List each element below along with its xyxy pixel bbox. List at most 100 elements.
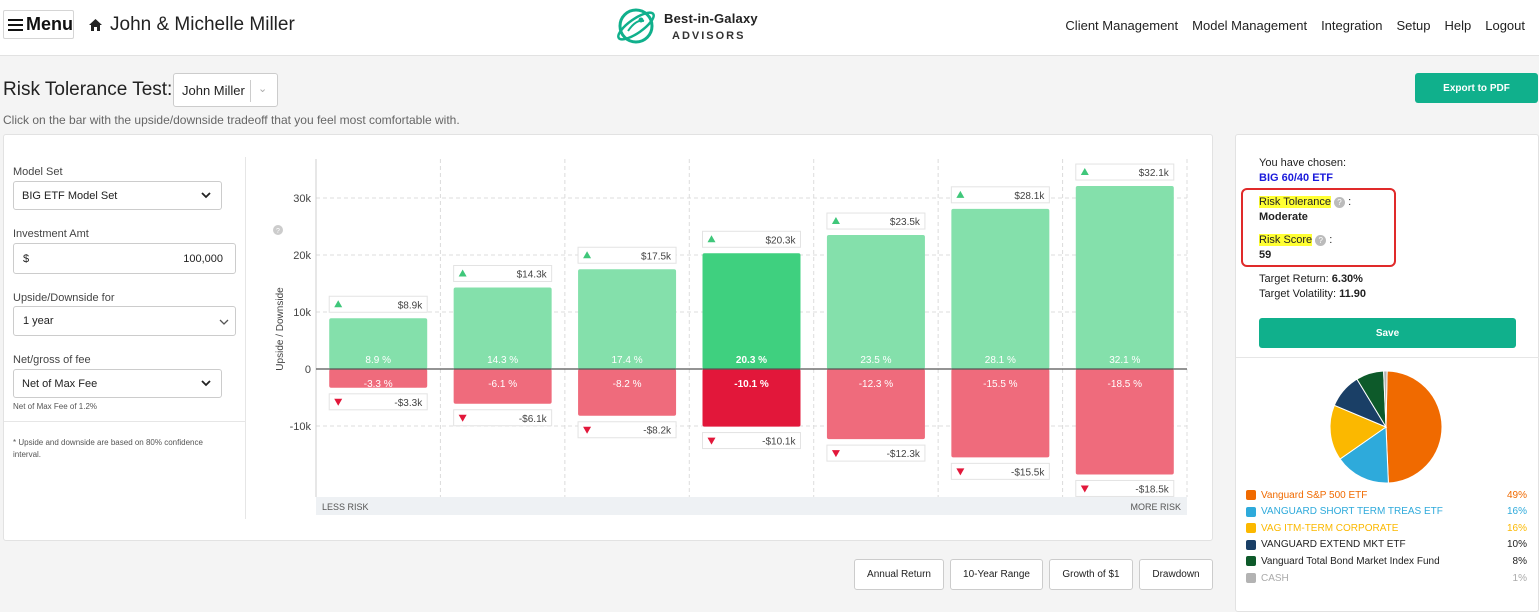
down-triangle-icon [583,426,592,434]
nav-help[interactable]: Help [1444,18,1472,33]
upside-value-label: $23.5k [890,217,921,228]
help-icon[interactable]: ? [1334,196,1346,208]
chevron-down-icon [201,380,211,387]
legend-item[interactable]: VANGUARD EXTEND MKT ETF 10% [1246,538,1527,552]
legend-percent: 49% [1506,489,1527,501]
upside-pct-label: 20.3 % [736,355,767,366]
downside-pct-label: -12.3 % [859,379,894,390]
tab-drawdown[interactable]: Drawdown [1139,559,1213,590]
tab-annual-return[interactable]: Annual Return [854,559,944,590]
downside-label-box [1075,479,1175,497]
legend-item[interactable]: Vanguard S&P 500 ETF 49% [1246,488,1527,502]
legend-label: CASH [1261,572,1289,584]
y-tick-label: 30k [293,193,311,205]
nav-integration[interactable]: Integration [1321,18,1383,33]
client-select[interactable]: John Miller ⌄ [173,73,278,107]
fee-select[interactable]: Net of Max Fee [13,369,222,398]
downside-label-box [950,462,1050,480]
highlight-box [1241,188,1396,267]
upside-bar [1075,186,1174,369]
help-icon[interactable]: ? [1315,234,1327,246]
fee-label: Net/gross of fee [13,354,91,366]
nav-client-management[interactable]: Client Management [1065,18,1179,33]
tab-growth-of-1[interactable]: Growth of $1 [1049,559,1133,590]
down-triangle-icon [707,437,716,445]
nav-logout[interactable]: Logout [1485,18,1525,33]
downside-value-label: -$8.2k [643,426,672,437]
horizon-label: Upside/Downside for [13,292,115,304]
export-pdf-button[interactable]: Export to PDF [1415,73,1538,103]
menu-label: Menu [26,14,73,34]
fee-value: Net of Max Fee [22,377,98,390]
save-button[interactable]: Save [1259,318,1516,348]
upside-pct-label: 23.5 % [860,355,891,366]
summary-panel: You have chosen: BIG 60/40 ETF Risk Tole… [1235,134,1539,612]
upside-label-box [328,295,428,313]
legend-item[interactable]: CASH 1% [1246,571,1527,585]
legend-item[interactable]: VANGUARD SHORT TERM TREAS ETF 16% [1246,505,1527,519]
legend-swatch [1246,556,1256,567]
investment-label: Investment Amt [13,228,89,240]
legend-percent: 1% [1512,572,1527,584]
down-triangle-icon [1080,485,1089,493]
down-triangle-icon [458,414,467,422]
upside-bar [453,287,552,369]
nav-model-management[interactable]: Model Management [1192,18,1308,33]
upside-pct-label: 17.4 % [612,355,643,366]
downside-bar [1075,369,1174,475]
upside-pct-label: 32.1 % [1109,355,1140,366]
model-set-select[interactable]: BIG ETF Model Set [13,181,222,210]
legend-swatch [1246,490,1256,500]
client-name: John & Michelle Miller [110,14,295,35]
divider [1236,357,1539,358]
downside-pct-label: -18.5 % [1108,379,1143,390]
upside-pct-label: 28.1 % [985,355,1016,366]
upside-value-label: $8.9k [398,300,423,311]
pie-slice[interactable] [1329,404,1388,460]
upside-label-box [453,264,553,282]
risk-score-label: Risk Score [1259,234,1313,246]
investment-value: 100,000 [183,252,223,265]
risk-axis-bar [316,497,1187,515]
up-triangle-icon [831,217,840,225]
nav-setup[interactable]: Setup [1396,18,1431,33]
legend-item[interactable]: VAG ITM-TERM CORPORATE 16% [1246,521,1527,535]
model-set-label: Model Set [13,166,63,178]
pie-slice[interactable] [1383,370,1388,428]
risk-score-value: 59 [1259,249,1272,261]
page-title: Risk Tolerance Test: [3,79,173,100]
client-header[interactable]: John & Michelle Miller [88,14,295,36]
model-set-value: BIG ETF Model Set [22,189,118,202]
downside-pct-label: -3.3 % [364,379,393,390]
downside-label-box [702,432,801,450]
legend-percent: 10% [1506,539,1527,551]
legend-label: VANGUARD EXTEND MKT ETF [1261,539,1406,551]
legend-label: VANGUARD SHORT TERM TREAS ETF [1261,506,1443,518]
menu-button[interactable]: Menu [3,10,74,39]
y-tick-label: -10k [290,421,312,433]
horizon-select[interactable]: 1 year [13,306,236,336]
upside-label-box [1075,163,1175,181]
chosen-model-link[interactable]: BIG 60/40 ETF [1259,172,1333,184]
upside-label-box [702,230,801,248]
target-return-value: 6.30% [1331,273,1363,285]
chevron-down-icon [219,319,229,325]
upside-value-label: $32.1k [1139,168,1170,179]
downside-pct-label: -8.2 % [613,379,642,390]
risk-tolerance-value: Moderate [1259,211,1308,223]
upside-value-label: $17.5k [641,251,672,262]
investment-input[interactable]: $ 100,000 [13,243,236,274]
less-risk-label: LESS RISK [322,502,369,512]
pie-slice[interactable] [1385,370,1443,484]
downside-pct-label: -15.5 % [983,379,1018,390]
upside-pct-label: 8.9 % [365,355,391,366]
target-volatility-row: Target Volatility: 11.90 [1259,288,1366,300]
logo[interactable]: Best-in-Galaxy ADVISORS [614,5,758,47]
legend-item[interactable]: Vanguard Total Bond Market Index Fund 8% [1246,554,1527,568]
tab-10-year-range[interactable]: 10-Year Range [950,559,1043,590]
legend-label: VAG ITM-TERM CORPORATE [1261,522,1399,534]
pie-slice[interactable] [1339,426,1389,484]
up-triangle-icon [583,251,592,259]
downside-label-box [453,409,553,427]
downside-pct-label: -6.1 % [488,379,517,390]
